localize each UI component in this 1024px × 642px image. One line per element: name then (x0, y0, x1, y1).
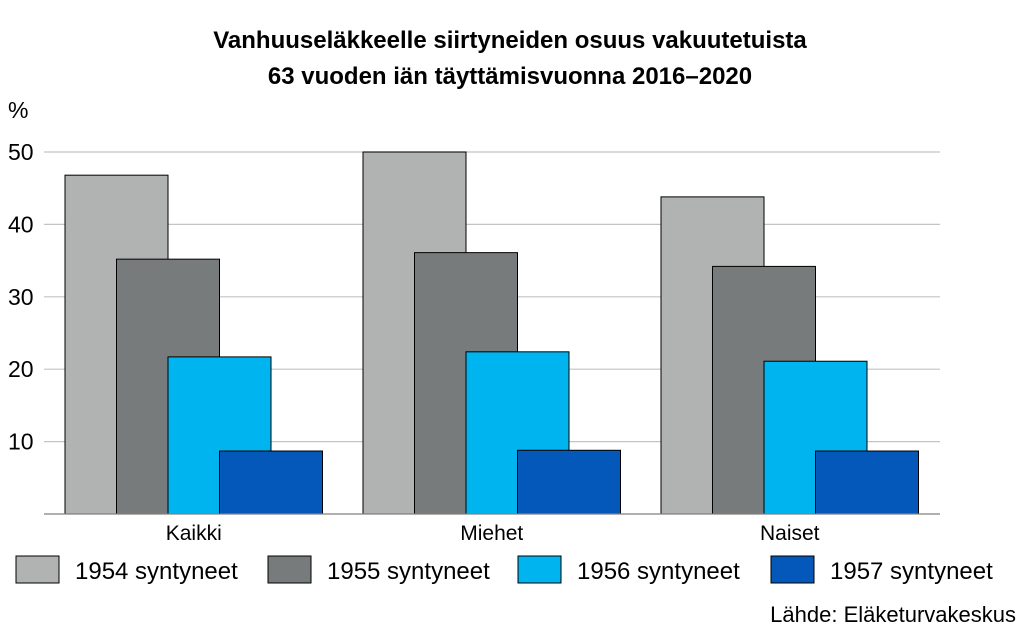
legend-label: 1954 syntyneet (75, 558, 238, 585)
chart-title: Vanhuuseläkkeelle siirtyneiden osuus vak… (213, 27, 807, 90)
bar-miehet-1957 (517, 449, 621, 515)
y-axis-ticks: 10 20 30 40 50 (8, 139, 34, 455)
legend-swatch-1956 (517, 555, 562, 584)
bars (64, 151, 919, 515)
chart-title-line-2: 63 vuoden iän täyttämisvuonna 2016–2020 (268, 63, 752, 90)
chart-title-line-1: Vanhuuseläkkeelle siirtyneiden osuus vak… (213, 27, 807, 54)
y-tick-label: 10 (8, 429, 34, 455)
source-label: Lähde: Eläketurvakeskus (770, 602, 1016, 627)
legend-label: 1955 syntyneet (327, 558, 490, 585)
bar-kaikki-1957 (219, 450, 323, 515)
legend-swatch-1955 (267, 555, 312, 584)
category-label: Naiset (760, 522, 820, 545)
legend: 1954 syntyneet 1955 syntyneet 1956 syntyne… (15, 555, 993, 585)
category-label: Kaikki (166, 522, 222, 545)
category-label: Miehet (460, 522, 523, 545)
legend-label: 1957 syntyneet (830, 558, 993, 585)
legend-label: 1956 syntyneet (577, 558, 740, 585)
x-axis-categories: Kaikki Miehet Naiset (166, 522, 820, 545)
legend-swatch-1957 (770, 555, 815, 584)
bar-naiset-1957 (815, 450, 919, 515)
y-tick-label: 30 (8, 284, 34, 310)
y-tick-label: 40 (8, 211, 34, 237)
y-axis-unit-label: % (8, 97, 28, 123)
y-tick-label: 20 (8, 356, 34, 382)
y-tick-label: 50 (8, 139, 34, 165)
legend-swatch-1954 (15, 555, 60, 584)
